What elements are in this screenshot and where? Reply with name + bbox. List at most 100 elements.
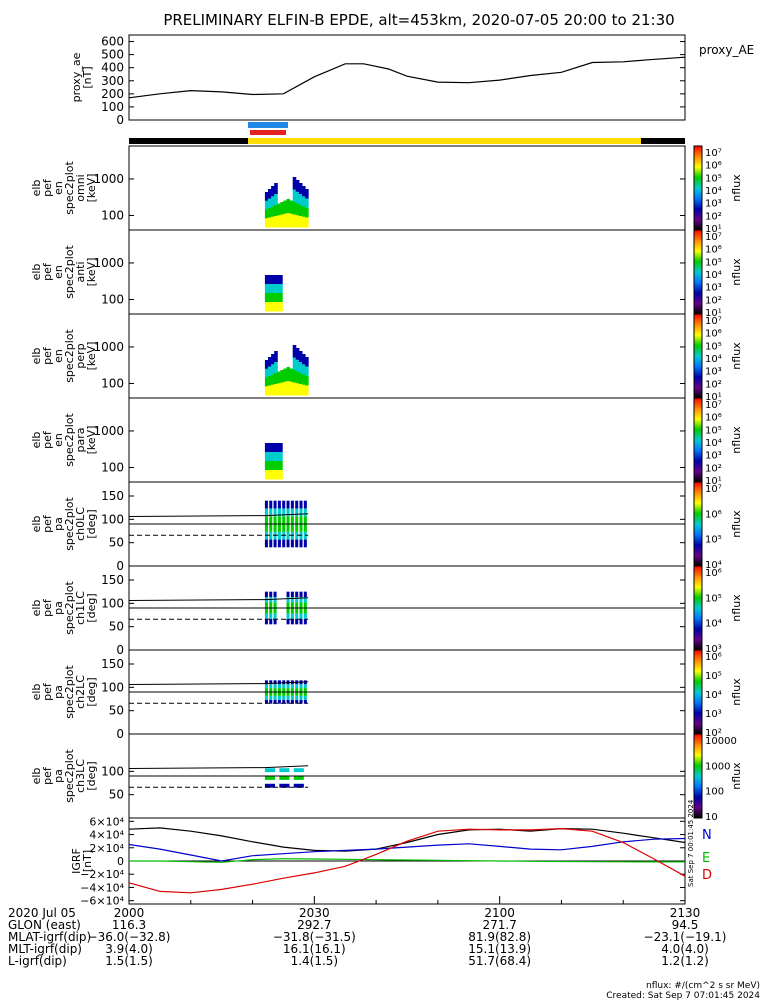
heatmap-cell: [301, 201, 306, 207]
heatmap-cell: [264, 364, 269, 370]
heatmap-cell: [298, 362, 303, 368]
y-tick-label: 1000: [93, 172, 124, 186]
heatmap-cell: [286, 699, 290, 704]
heatmap-cell: [277, 288, 283, 294]
loss-cone-line: [128, 597, 309, 602]
y-axis-label: spec2plot: [63, 665, 76, 719]
heatmap-cell: [264, 213, 269, 219]
heatmap-cell: [295, 371, 300, 378]
heatmap-cell: [273, 539, 277, 548]
y-tick-label: −4×10⁴: [80, 881, 124, 894]
heatmap-cell: [305, 380, 309, 386]
heatmap-cell: [282, 516, 286, 524]
colorbar: [693, 145, 703, 231]
colorbar: [693, 733, 703, 819]
heatmap-cell: [292, 345, 297, 352]
heatmap-cell: [280, 208, 284, 215]
y-axis-label: en: [52, 433, 65, 447]
heatmap-cell: [269, 591, 273, 598]
heatmap-cell: [282, 688, 286, 692]
heatmap-cell: [290, 508, 294, 517]
heatmap-cell: [277, 302, 283, 307]
heatmap-cell: [273, 692, 277, 696]
heatmap-cell: [274, 188, 278, 195]
ephemeris-value: −36.0(−32.8): [88, 930, 171, 944]
heatmap-cell: [271, 206, 275, 213]
heatmap-cell: [282, 539, 286, 548]
heatmap-cell: [277, 221, 281, 228]
y-axis-label: [nT]: [81, 66, 94, 88]
heatmap-cell: [301, 369, 306, 375]
heatmap-cell: [295, 383, 300, 390]
heatmap-cells: [264, 768, 304, 788]
ephemeris-row-label: MLT-igrf(dip): [8, 942, 82, 956]
heatmap-cell: [264, 680, 268, 685]
heatmap-cell: [268, 222, 272, 228]
colorbar-tick-label: 10¹: [705, 392, 722, 403]
heatmap-cell: [277, 209, 281, 216]
colorbar-tick-label: 10⁷: [705, 316, 722, 327]
heatmap-cell: [277, 524, 281, 532]
heatmap-cell: [286, 206, 291, 214]
heatmap-cell: [264, 205, 269, 210]
heatmap-cell: [305, 357, 309, 363]
heatmap-cell: [292, 351, 297, 358]
heatmap-cell: [301, 191, 306, 197]
colorbar-unit: nflux: [730, 342, 743, 370]
heatmap-cell: [292, 220, 297, 228]
colorbar-tick-label: 10⁴: [705, 438, 722, 449]
ephemeris-row-label: MLAT-igrf(dip): [8, 930, 91, 944]
heatmap-cell: [295, 524, 299, 532]
heatmap-cell: [290, 602, 294, 608]
heatmap-cell: [277, 516, 281, 524]
heatmap-cell: [298, 194, 303, 200]
heatmap-cell: [293, 768, 304, 773]
heatmap-cell: [298, 199, 303, 206]
heatmap-cell: [274, 384, 278, 390]
y-tick-label: 1000: [93, 424, 124, 438]
y-axis-label: pef: [41, 598, 54, 617]
heatmap-cell: [264, 692, 268, 696]
heatmap-cell: [269, 306, 275, 312]
heatmap-cell: [292, 189, 297, 197]
ephemeris-value: 2130: [670, 906, 701, 920]
ephemeris-value: 271.7: [482, 918, 516, 932]
heatmap-cell: [298, 384, 303, 390]
heatmap-cell: [305, 222, 309, 228]
heatmap-cell: [271, 221, 275, 228]
heatmap-cell: [298, 351, 303, 357]
heatmap-cell: [290, 524, 294, 532]
colorbar-tick-label: 10³: [705, 451, 722, 462]
heatmap-cell: [298, 210, 303, 217]
heatmap-cell: [305, 385, 309, 391]
status-bar-night-right: [641, 138, 685, 144]
heatmap-cell: [264, 275, 270, 280]
y-axis-label: [keV]: [85, 426, 98, 455]
y-tick-label: 1000: [93, 256, 124, 270]
ephemeris-value: 3.9(4.0): [105, 942, 153, 956]
y-axis-label: ch1LC: [74, 591, 87, 625]
heatmap-cell: [295, 221, 300, 228]
heatmap-cell: [273, 456, 279, 462]
heatmap-cell: [273, 297, 279, 303]
colorbar: [693, 313, 703, 399]
heatmap-cell: [299, 618, 303, 625]
heatmap-cell: [283, 388, 288, 396]
y-tick-label: 400: [101, 61, 124, 75]
heatmap-cell: [273, 306, 279, 312]
heatmap-cells: [264, 275, 283, 312]
y-tick-label: 150: [101, 573, 124, 587]
heatmap-cell: [289, 207, 294, 215]
panel-spec_para: 1001000elbpefenspec2plotpara[keV]10⁷10⁶1…: [30, 397, 743, 487]
heatmap-cell: [264, 218, 269, 224]
heatmap-cell: [264, 591, 268, 598]
heatmap-cell: [280, 202, 284, 209]
heatmap-cell: [305, 361, 309, 367]
heatmap-cell: [274, 210, 278, 217]
heatmap-cell: [290, 699, 294, 704]
heatmap-cell: [286, 516, 290, 524]
heatmap-cell: [283, 200, 288, 208]
heatmap-cell: [279, 776, 290, 780]
